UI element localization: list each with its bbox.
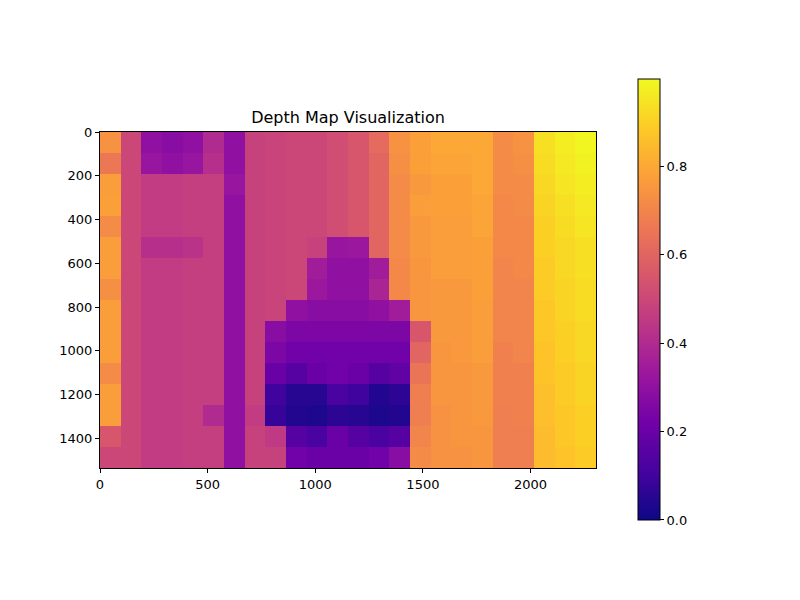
svg-text:800: 800	[68, 300, 93, 315]
svg-text:1200: 1200	[59, 387, 92, 402]
svg-text:1000: 1000	[59, 343, 92, 358]
svg-text:0.0: 0.0	[667, 513, 688, 528]
svg-text:600: 600	[68, 256, 93, 271]
svg-text:0.6: 0.6	[667, 247, 688, 262]
svg-text:1000: 1000	[299, 477, 332, 492]
svg-text:1500: 1500	[406, 477, 439, 492]
svg-text:1400: 1400	[59, 431, 92, 446]
svg-text:500: 500	[195, 477, 220, 492]
svg-text:0.4: 0.4	[667, 336, 688, 351]
svg-text:0: 0	[84, 125, 92, 140]
svg-text:0: 0	[96, 477, 104, 492]
svg-text:0.8: 0.8	[667, 159, 688, 174]
svg-text:0.2: 0.2	[667, 424, 688, 439]
svg-text:2000: 2000	[514, 477, 547, 492]
svg-text:400: 400	[68, 212, 93, 227]
svg-text:200: 200	[68, 168, 93, 183]
svg-text:Depth Map Visualization: Depth Map Visualization	[251, 108, 445, 127]
